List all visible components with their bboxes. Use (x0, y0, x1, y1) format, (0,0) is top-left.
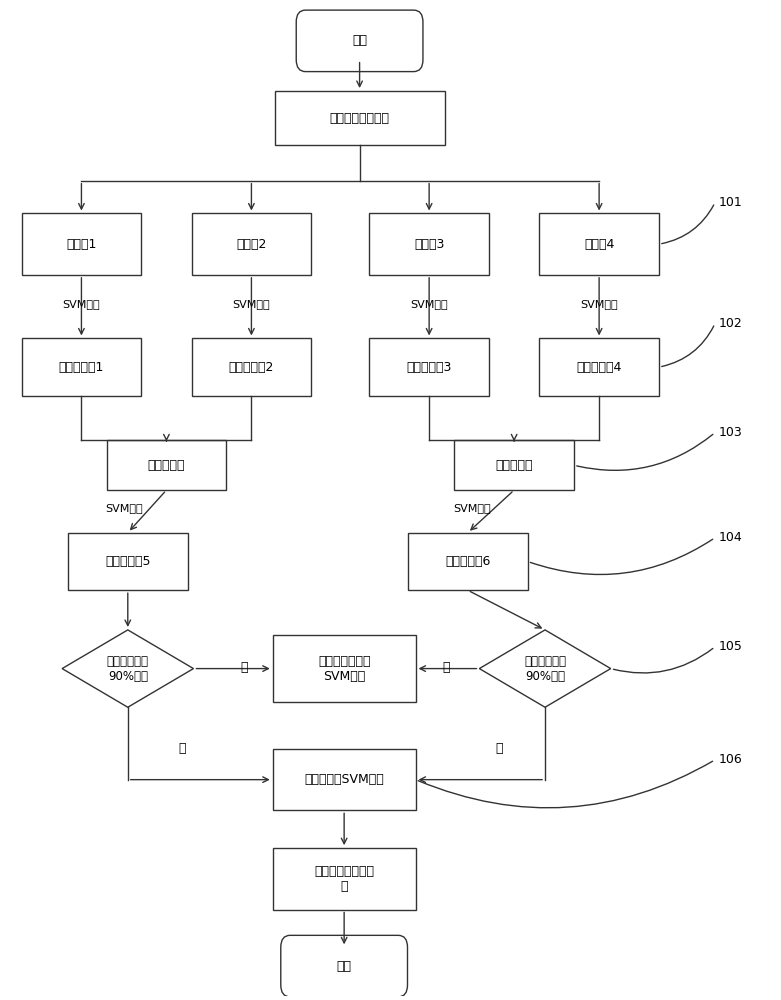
Text: 支持向量集2: 支持向量集2 (229, 361, 274, 374)
Bar (22, 213, 141, 275)
Bar (191, 213, 312, 275)
Text: SVM训练: SVM训练 (62, 299, 100, 309)
Text: 是否达到前后
90%相似: 是否达到前后 90%相似 (524, 655, 566, 683)
FancyBboxPatch shape (296, 10, 423, 72)
Text: 否: 否 (240, 661, 248, 674)
Text: 否: 否 (442, 661, 450, 674)
Text: 混合向量集SVM训练: 混合向量集SVM训练 (305, 773, 384, 786)
Text: 重新分组，进行
SVM训练: 重新分组，进行 SVM训练 (318, 655, 370, 683)
Bar (68, 533, 187, 590)
Bar (273, 848, 415, 910)
Text: 是否达到前后
90%相似: 是否达到前后 90%相似 (107, 655, 149, 683)
Text: 样本集1: 样本集1 (66, 238, 97, 251)
Text: SVM训练: SVM训练 (410, 299, 448, 309)
Text: 支持向量集1: 支持向量集1 (59, 361, 104, 374)
Text: 103: 103 (719, 426, 743, 439)
Text: 支持向量集3: 支持向量集3 (406, 361, 452, 374)
Text: 样本集4: 样本集4 (584, 238, 615, 251)
Text: 得到最后支持向量
集: 得到最后支持向量 集 (314, 865, 374, 893)
Text: 样本集3: 样本集3 (414, 238, 444, 251)
Text: SVM训练: SVM训练 (580, 299, 618, 309)
Bar (408, 533, 528, 590)
Bar (369, 338, 489, 396)
Bar (22, 338, 141, 396)
Text: 105: 105 (719, 640, 743, 653)
Bar (539, 213, 659, 275)
Text: 104: 104 (719, 531, 743, 544)
Bar (273, 635, 415, 702)
Bar (539, 338, 659, 396)
Bar (275, 91, 444, 145)
Text: 支持向量集4: 支持向量集4 (576, 361, 622, 374)
Text: SVM训练: SVM训练 (105, 503, 143, 513)
Text: SVM训练: SVM训练 (453, 503, 490, 513)
Text: 是: 是 (495, 742, 502, 755)
Text: 102: 102 (719, 317, 743, 330)
Bar (106, 440, 226, 490)
Text: 向量集混合: 向量集混合 (148, 459, 185, 472)
Text: 支持向量集5: 支持向量集5 (105, 555, 151, 568)
Text: 106: 106 (719, 753, 743, 766)
Polygon shape (480, 630, 611, 707)
Text: 开始: 开始 (352, 34, 367, 47)
Text: 向量集混合: 向量集混合 (495, 459, 533, 472)
Text: 网络流量样本数据: 网络流量样本数据 (330, 112, 390, 125)
Bar (273, 749, 415, 810)
Text: SVM训练: SVM训练 (233, 299, 270, 309)
Bar (455, 440, 574, 490)
Text: 支持向量集6: 支持向量集6 (445, 555, 490, 568)
Text: 101: 101 (719, 196, 743, 209)
Bar (369, 213, 489, 275)
Bar (191, 338, 312, 396)
Polygon shape (62, 630, 194, 707)
Text: 样本集2: 样本集2 (236, 238, 266, 251)
FancyBboxPatch shape (281, 935, 408, 997)
Text: 结束: 结束 (337, 960, 351, 973)
Text: 是: 是 (178, 742, 186, 755)
